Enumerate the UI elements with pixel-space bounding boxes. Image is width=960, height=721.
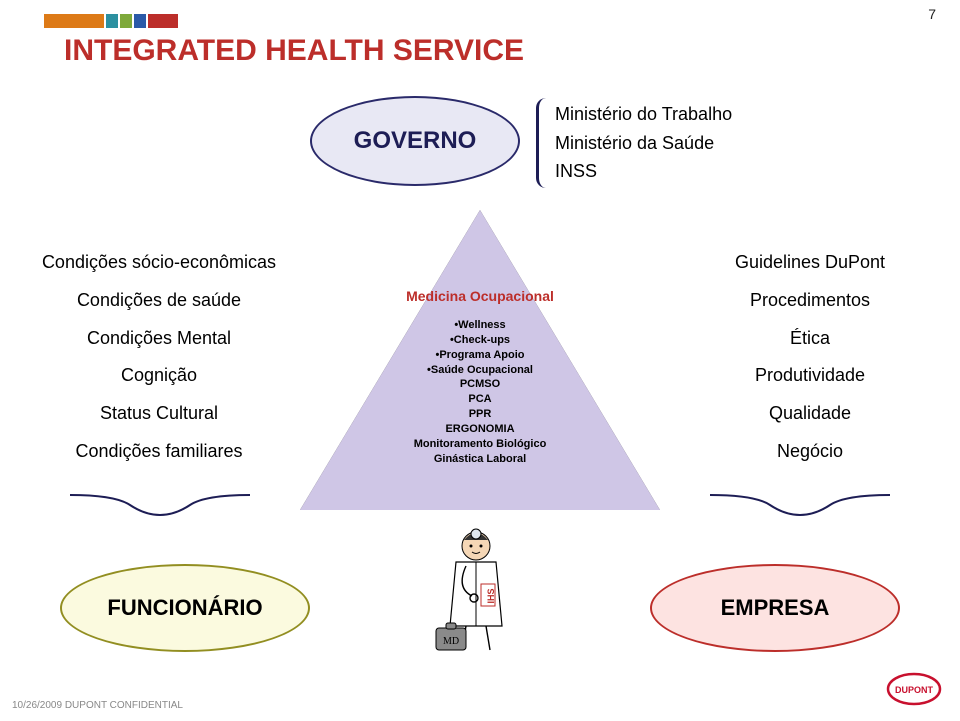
tri-line: Ginástica Laboral (434, 452, 526, 467)
triangle-heading: Medicina Ocupacional (406, 288, 554, 304)
bar-blue (134, 14, 146, 28)
list-item: Cognição (34, 357, 284, 395)
bar-teal (106, 14, 118, 28)
curly-connector-right (710, 490, 890, 520)
svg-text:IHS: IHS (486, 588, 496, 603)
dupont-logo: DUPONT (886, 671, 942, 707)
bar-orange (44, 14, 104, 28)
list-item: Procedimentos (700, 282, 920, 320)
list-item: Qualidade (700, 395, 920, 433)
triangle-content: Medicina Ocupacional •Wellness •Check-up… (300, 210, 660, 510)
tri-line: PCA (468, 392, 491, 407)
gov-item: Ministério da Saúde (555, 129, 836, 158)
doctor-icon: IHS MD (432, 526, 528, 656)
tri-line: PCMSO (460, 377, 500, 392)
tri-line: •Saúde Ocupacional (427, 363, 533, 378)
tri-line: •Wellness (454, 318, 505, 333)
header-color-bar (44, 14, 178, 28)
list-item: Ética (700, 320, 920, 358)
footer-text: 10/26/2009 DUPONT CONFIDENTIAL (12, 700, 183, 711)
list-item: Status Cultural (34, 395, 284, 433)
governo-brace: Ministério do Trabalho Ministério da Saú… (536, 98, 836, 188)
page-number: 7 (928, 6, 936, 22)
bar-red (148, 14, 178, 28)
list-item: Condições familiares (34, 433, 284, 471)
list-item: Condições sócio-econômicas (34, 244, 284, 282)
gov-item: Ministério do Trabalho (555, 100, 836, 129)
list-item: Guidelines DuPont (700, 244, 920, 282)
left-factors-list: Condições sócio-econômicas Condições de … (34, 244, 284, 471)
curly-connector-left (70, 490, 250, 520)
list-item: Produtividade (700, 357, 920, 395)
triangle-diagram: Medicina Ocupacional •Wellness •Check-up… (300, 210, 660, 510)
svg-text:MD: MD (443, 636, 459, 647)
list-item: Condições Mental (34, 320, 284, 358)
funcionario-ellipse: FUNCIONÁRIO (60, 564, 310, 652)
governo-ellipse: GOVERNO (310, 96, 520, 186)
list-item: Condições de saúde (34, 282, 284, 320)
gov-item: INSS (555, 157, 836, 186)
tri-line: Monitoramento Biológico (414, 437, 547, 452)
tri-line: •Programa Apoio (435, 348, 524, 363)
list-item: Negócio (700, 433, 920, 471)
tri-line: •Check-ups (450, 333, 510, 348)
tri-line: PPR (469, 407, 492, 422)
right-factors-list: Guidelines DuPont Procedimentos Ética Pr… (700, 244, 920, 471)
bar-green (120, 14, 132, 28)
tri-line: ERGONOMIA (445, 422, 514, 437)
svg-text:DUPONT: DUPONT (895, 685, 934, 695)
page-title: INTEGRATED HEALTH SERVICE (64, 34, 524, 68)
empresa-ellipse: EMPRESA (650, 564, 900, 652)
